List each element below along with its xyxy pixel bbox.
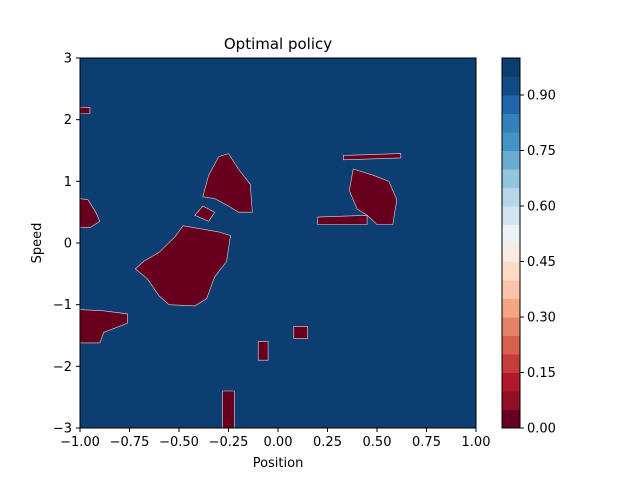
x-tick-label: −0.25 [209,435,249,450]
colorbar-tick-label: 0.60 [527,200,556,215]
region-mid-small-patch [257,341,269,361]
heatmap-background [80,58,476,428]
colorbar-band [502,58,520,77]
y-tick-label: −3 [53,422,72,437]
colorbar-band [502,243,520,262]
colorbar-band [502,391,520,410]
chart-title: Optimal policy [224,35,332,53]
region-left-top-strip [80,107,91,114]
colorbar-tick-label: 0.75 [527,144,556,159]
x-tick-label: 0.75 [412,435,441,450]
colorbar-tick-label: 0.90 [527,89,556,104]
colorbar-band [502,372,520,392]
colorbar-frame [501,57,521,429]
colorbar-tick-label: 0.15 [527,366,556,381]
x-tick-label: 0.50 [363,435,392,450]
region-center-blob [134,225,231,307]
region-upper-left-fringe [194,205,216,222]
colorbar-band [502,354,520,373]
region-left-middle-blob [80,198,101,228]
x-tick-label: 0.00 [264,435,293,450]
x-tick-label: −1.00 [60,435,100,450]
colorbar-tick-label: 0.45 [527,255,556,270]
region-right-blob [348,168,398,225]
y-tick-label: 3 [64,52,72,67]
x-tick-label: 1.00 [462,435,491,450]
y-axis-label: Speed [30,223,45,264]
colorbar-band [502,298,520,318]
colorbar-tick-label: 0.30 [527,311,556,326]
colorbar-band [502,187,520,207]
heatmap-regions [80,107,402,428]
colorbar-band [502,150,520,170]
colorbar: 0.00 0.15 0.30 0.45 0.60 0.75 0.90 [501,57,556,437]
x-axis-label: Position [253,456,304,471]
colorbar-band [502,409,520,429]
colorbar-band [502,169,520,188]
colorbar-ticks: 0.00 0.15 0.30 0.45 0.60 0.75 0.90 [520,89,556,437]
y-tick-label: 1 [64,175,72,190]
region-right-top-strip [342,153,402,161]
region-bottom-stalk [222,390,235,428]
x-tick-label: −0.50 [159,435,199,450]
plot-area [79,57,477,429]
colorbar-band [502,206,520,225]
x-tick-label: 0.25 [313,435,342,450]
colorbar-band [502,95,520,114]
y-tick-label: 0 [64,237,72,252]
y-tick-label: −2 [53,360,72,375]
colorbar-band [502,113,520,133]
colorbar-tick-label: 0.00 [527,422,556,437]
x-axis: −1.00 −0.75 −0.50 −0.25 0.00 0.25 0.50 0.75 1.00 [60,428,490,450]
colorbar-band [502,132,520,151]
region-upper-left-blob [202,153,253,213]
colorbar-band [502,317,520,336]
colorbar-band [502,280,520,299]
colorbar-band [502,335,520,355]
y-axis: −3 −2 −1 0 1 2 3 [53,52,80,437]
region-right-mid-patch [293,325,309,339]
region-left-bottom-blob [80,309,128,344]
colorbar-band [502,224,520,244]
y-tick-label: 2 [64,113,72,128]
colorbar-bands [502,58,520,429]
colorbar-band [502,76,520,96]
x-tick-label: −0.75 [110,435,150,450]
y-tick-label: −1 [53,298,72,313]
colorbar-band [502,261,520,281]
region-right-lower-strip [317,214,368,225]
